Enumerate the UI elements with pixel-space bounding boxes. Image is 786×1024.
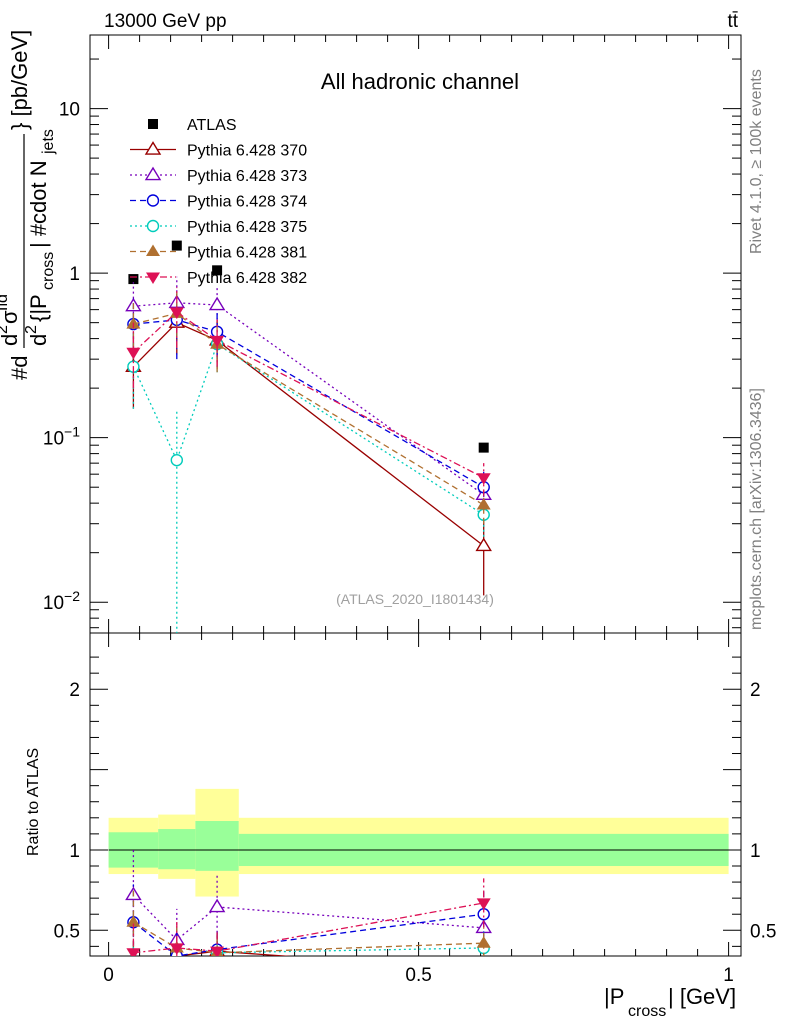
series-1-ratio-line [173,950,293,956]
series-2-ratio-point [208,898,226,913]
ratio-series-layer [125,849,492,1008]
legend-label: Pythia 6.428 374 [187,194,307,211]
series-6-point [210,335,225,348]
series-4-ratio-point [128,957,139,968]
ylabel-frac-den-cross: cross [40,252,57,290]
x-axis-label: |P cross | [GeV] [604,984,736,1020]
series-3-line [133,319,485,488]
legend-marker [146,194,160,207]
series-6-ratio-point [210,946,225,956]
process-label: tt̄ [727,11,738,32]
series-0-point [212,265,223,276]
xlabel-cross: cross [628,1003,666,1020]
series-3-ratio-line [133,913,484,956]
ratio-y-tick-label: 1 [69,841,80,862]
axes: 0 0.5 1 10 1 10−1 10−2 0.5 0.5 1 1 2 2 [43,35,776,986]
series-5-line [133,312,485,506]
ratio-y-tick-label: 0.5 [54,921,80,942]
legend-marker [146,244,160,257]
y-tick-label: 10 [59,100,80,121]
series-0-point [478,442,489,453]
ratio-y-tick-label-right: 2 [750,680,761,701]
main-y-axis-label: #d d 2 σ fid d 2 {|P cross | #cdot N jet… [0,30,57,380]
legend-label: Pythia 6.428 373 [187,168,307,185]
series-1-ratio-point [133,955,134,956]
energy-label: 13000 GeV pp [104,11,227,32]
legend-label: Pythia 6.428 382 [187,270,307,287]
legend-marker [148,119,158,129]
ylabel-frac-den-p: {|P [26,294,51,322]
source-label: mcplots.cern.ch [arXiv:1306.3436] [748,388,765,630]
band-inner [158,829,196,870]
legend-marker [146,219,160,233]
ylabel-frac-num-2: 2 [0,325,11,334]
series-2-point [208,296,226,311]
series-1-ratio-point [477,963,491,975]
main-series-layer [125,240,492,633]
series-1-line [132,321,485,547]
series-1-point [475,537,492,552]
series-6-ratio-point [126,948,141,956]
series-0-point [171,240,182,251]
series-5-ratio-point [476,936,491,948]
ylabel-frac-num-sigma: σ [0,310,22,324]
ylabel-frac-num-d: d [0,334,22,346]
ylabel-frac-num-fid: fid [0,294,11,311]
ylabel-frac-den-jets: jets [40,129,57,155]
ylabel-part: #d [7,356,32,380]
ylabel-frac-den-cdot: | #cdot N [26,160,51,248]
ratio-uncertainty-bands [108,788,729,897]
legend-label: Pythia 6.428 375 [187,219,307,236]
legend-label: Pythia 6.428 370 [187,143,307,160]
legend-marker [146,272,160,284]
series-6-ratio-point [476,898,491,910]
series-2-line [133,302,485,496]
y-tick-label: 10−1 [43,424,80,450]
ylabel-frac-den-2: 2 [23,325,40,334]
channel-title: All hadronic channel [321,69,519,94]
ratio-plot-frame [89,632,742,957]
series-6-point [169,307,184,320]
series-4-point [170,453,184,467]
series-5-ratio-point [126,915,141,927]
series-4-ratio-line [213,947,484,956]
ratio-y-tick-label-right: 1 [750,841,761,862]
series-6-point [126,347,141,360]
x-tick-label: 1 [723,965,734,986]
series-6-line [132,311,484,479]
ratio-y-tick-label: 2 [69,680,80,701]
series-6-point [476,473,491,485]
band-inner [195,821,239,871]
series-6-ratio-line [133,902,484,954]
series-5-point [476,497,491,510]
series-2-ratio-line [132,894,484,941]
series-6-ratio-point [169,943,184,955]
legend-label: ATLAS [187,117,237,134]
series-5-ratio-line [133,921,484,954]
xlabel-p: |P [604,984,624,1009]
ratio-y-axis-label: Ratio to ATLAS [25,748,42,856]
legend-marker [144,166,162,181]
ylabel-frac-den-d: d [26,334,51,346]
series-0-point [128,274,139,285]
rivet-label: Rivet 4.1.0, ≥ 100k events [748,69,765,254]
ylabel-units: } [pb/GeV] [7,30,32,130]
xlabel-units: | [GeV] [668,984,736,1009]
legend-marker [144,141,162,155]
y-tick-label: 1 [69,264,80,285]
x-tick-label: 0 [103,965,114,986]
legend: ATLAS Pythia 6.428 370 Pythia 6.428 373 Pyt… [130,117,307,287]
legend-label: Pythia 6.428 381 [187,245,307,262]
x-tick-label: 0.5 [405,965,431,986]
series-4-line [132,343,485,516]
analysis-label: (ATLAS_2020_I1801434) [336,591,494,607]
series-4-ratio-point [171,997,182,1008]
y-tick-label: 10−2 [43,588,80,614]
ratio-y-tick-label-right: 0.5 [750,921,776,942]
